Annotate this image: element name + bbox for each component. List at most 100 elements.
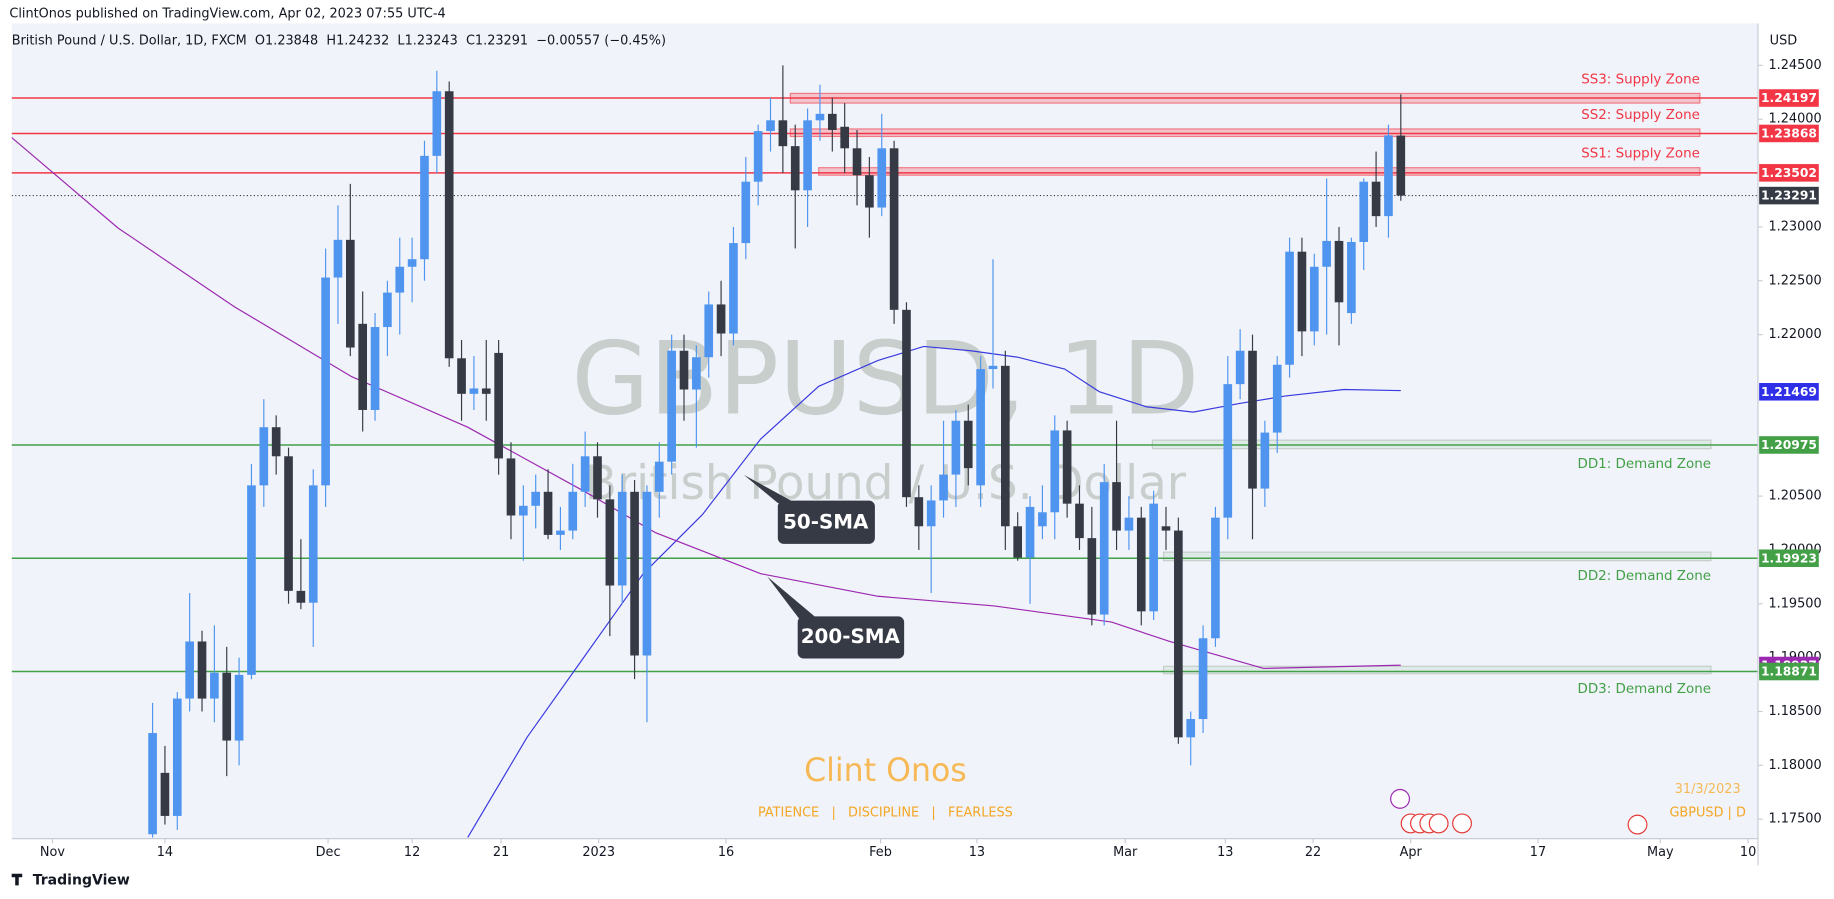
- candle-body: [1260, 432, 1270, 489]
- candle-body: [1001, 365, 1010, 527]
- y-tick-label: 1.22000: [1769, 327, 1822, 342]
- y-tick-label: 1.17500: [1769, 812, 1822, 827]
- candle-body: [222, 672, 232, 741]
- plot: [11, 65, 1758, 838]
- callout-box: [797, 616, 905, 659]
- candle-body: [358, 323, 368, 410]
- candle-body: [939, 474, 948, 501]
- candle-body: [1038, 512, 1047, 527]
- candle-body: [506, 458, 516, 516]
- candle-body: [654, 461, 664, 492]
- price-label-bg: [1759, 186, 1819, 205]
- y-tick-label: 1.23000: [1769, 219, 1822, 234]
- candle-body: [519, 505, 528, 516]
- candle-body: [605, 499, 615, 586]
- candle-body: [704, 304, 714, 358]
- zone-label: DD2: Demand Zone: [1577, 569, 1711, 584]
- candle-body: [568, 491, 578, 531]
- axis-unit: USD: [1770, 33, 1798, 48]
- candle-body: [1062, 430, 1072, 504]
- candle-body: [593, 456, 602, 500]
- candle-body: [951, 420, 961, 475]
- flag-icon[interactable]: [1428, 813, 1449, 834]
- footer-logo: TradingView: [33, 873, 130, 889]
- candle-body: [1087, 538, 1097, 615]
- price-label-bg: [1759, 124, 1819, 143]
- candle-body: [1099, 482, 1109, 615]
- candle-body: [1272, 364, 1282, 433]
- date-note: 31/3/2023: [1675, 782, 1741, 797]
- candle-body: [1136, 517, 1146, 612]
- x-tick-label: 17: [1530, 845, 1546, 860]
- candle-body: [1112, 482, 1121, 531]
- candle-body: [1025, 506, 1035, 558]
- candle-body: [1198, 638, 1208, 720]
- candle-body: [1013, 526, 1023, 558]
- price-label-bg: [1759, 164, 1819, 182]
- candle-body: [383, 292, 392, 328]
- candle-body: [1347, 241, 1356, 314]
- candle-body: [271, 427, 281, 457]
- x-tick-label: 16: [718, 845, 734, 860]
- zone: [818, 167, 1701, 176]
- zone-label: DD3: Demand Zone: [1577, 682, 1711, 697]
- candle-body: [531, 491, 541, 506]
- candle-body: [148, 733, 157, 835]
- candle-body: [333, 239, 343, 278]
- candle-body: [865, 175, 874, 208]
- price-label-bg: [1759, 662, 1819, 681]
- price-label: 1.18871: [1761, 665, 1817, 679]
- candle-body: [1235, 350, 1245, 385]
- candle-body: [902, 309, 911, 498]
- candle-body: [259, 427, 269, 486]
- candle-body: [395, 266, 405, 293]
- x-tick-label: Mar: [1113, 845, 1138, 860]
- candle-body: [766, 120, 775, 132]
- candle-body: [840, 126, 849, 149]
- symbol-note: GBPUSD | D: [1669, 805, 1746, 820]
- candle-body: [432, 91, 442, 156]
- candle-body: [210, 672, 219, 699]
- candle-body: [988, 365, 998, 370]
- x-tick-label: Apr: [1400, 845, 1423, 860]
- y-tick-label: 1.18000: [1769, 758, 1822, 773]
- zone: [1162, 665, 1712, 675]
- candle-body: [457, 358, 466, 394]
- event-icon[interactable]: [1390, 788, 1411, 809]
- x-tick-label: Nov: [40, 845, 65, 860]
- candle-body: [1223, 384, 1233, 518]
- candle-body: [197, 641, 207, 699]
- price-label: 1.23291: [1761, 189, 1817, 203]
- candle-body: [790, 146, 800, 191]
- x-tick-label: 2023: [582, 845, 615, 860]
- candle-body: [1124, 517, 1134, 531]
- candle-body: [296, 590, 306, 603]
- price-label-bg: [1759, 549, 1819, 568]
- candle-body: [852, 148, 862, 176]
- flag-icon[interactable]: [1627, 814, 1648, 835]
- flag-icon[interactable]: [1452, 813, 1472, 834]
- brand: Clint Onos: [804, 753, 967, 789]
- candle-body: [642, 491, 652, 656]
- candle-body: [877, 148, 887, 208]
- callout-box: [777, 500, 875, 544]
- candle-body: [692, 357, 701, 390]
- price-label: 1.20975: [1761, 438, 1817, 452]
- candle-body: [185, 641, 194, 699]
- y-tick-label: 1.20500: [1769, 489, 1822, 504]
- candle-body: [1161, 526, 1171, 531]
- candle-body: [444, 91, 454, 359]
- candle-body: [1075, 503, 1084, 539]
- price-label: 1.19923: [1761, 551, 1817, 565]
- y-tick-label: 1.22500: [1769, 273, 1822, 288]
- zone-label: SS1: Supply Zone: [1581, 147, 1700, 162]
- footer-icon: [11, 873, 23, 886]
- x-tick-label: 21: [493, 845, 509, 860]
- y-tick-label: 1.24000: [1769, 112, 1822, 127]
- candle-body: [630, 491, 639, 656]
- x-tick-label: Feb: [869, 845, 892, 860]
- candle-body: [1359, 181, 1369, 242]
- candle-body: [926, 500, 936, 527]
- x-tick-label: 14: [157, 845, 173, 860]
